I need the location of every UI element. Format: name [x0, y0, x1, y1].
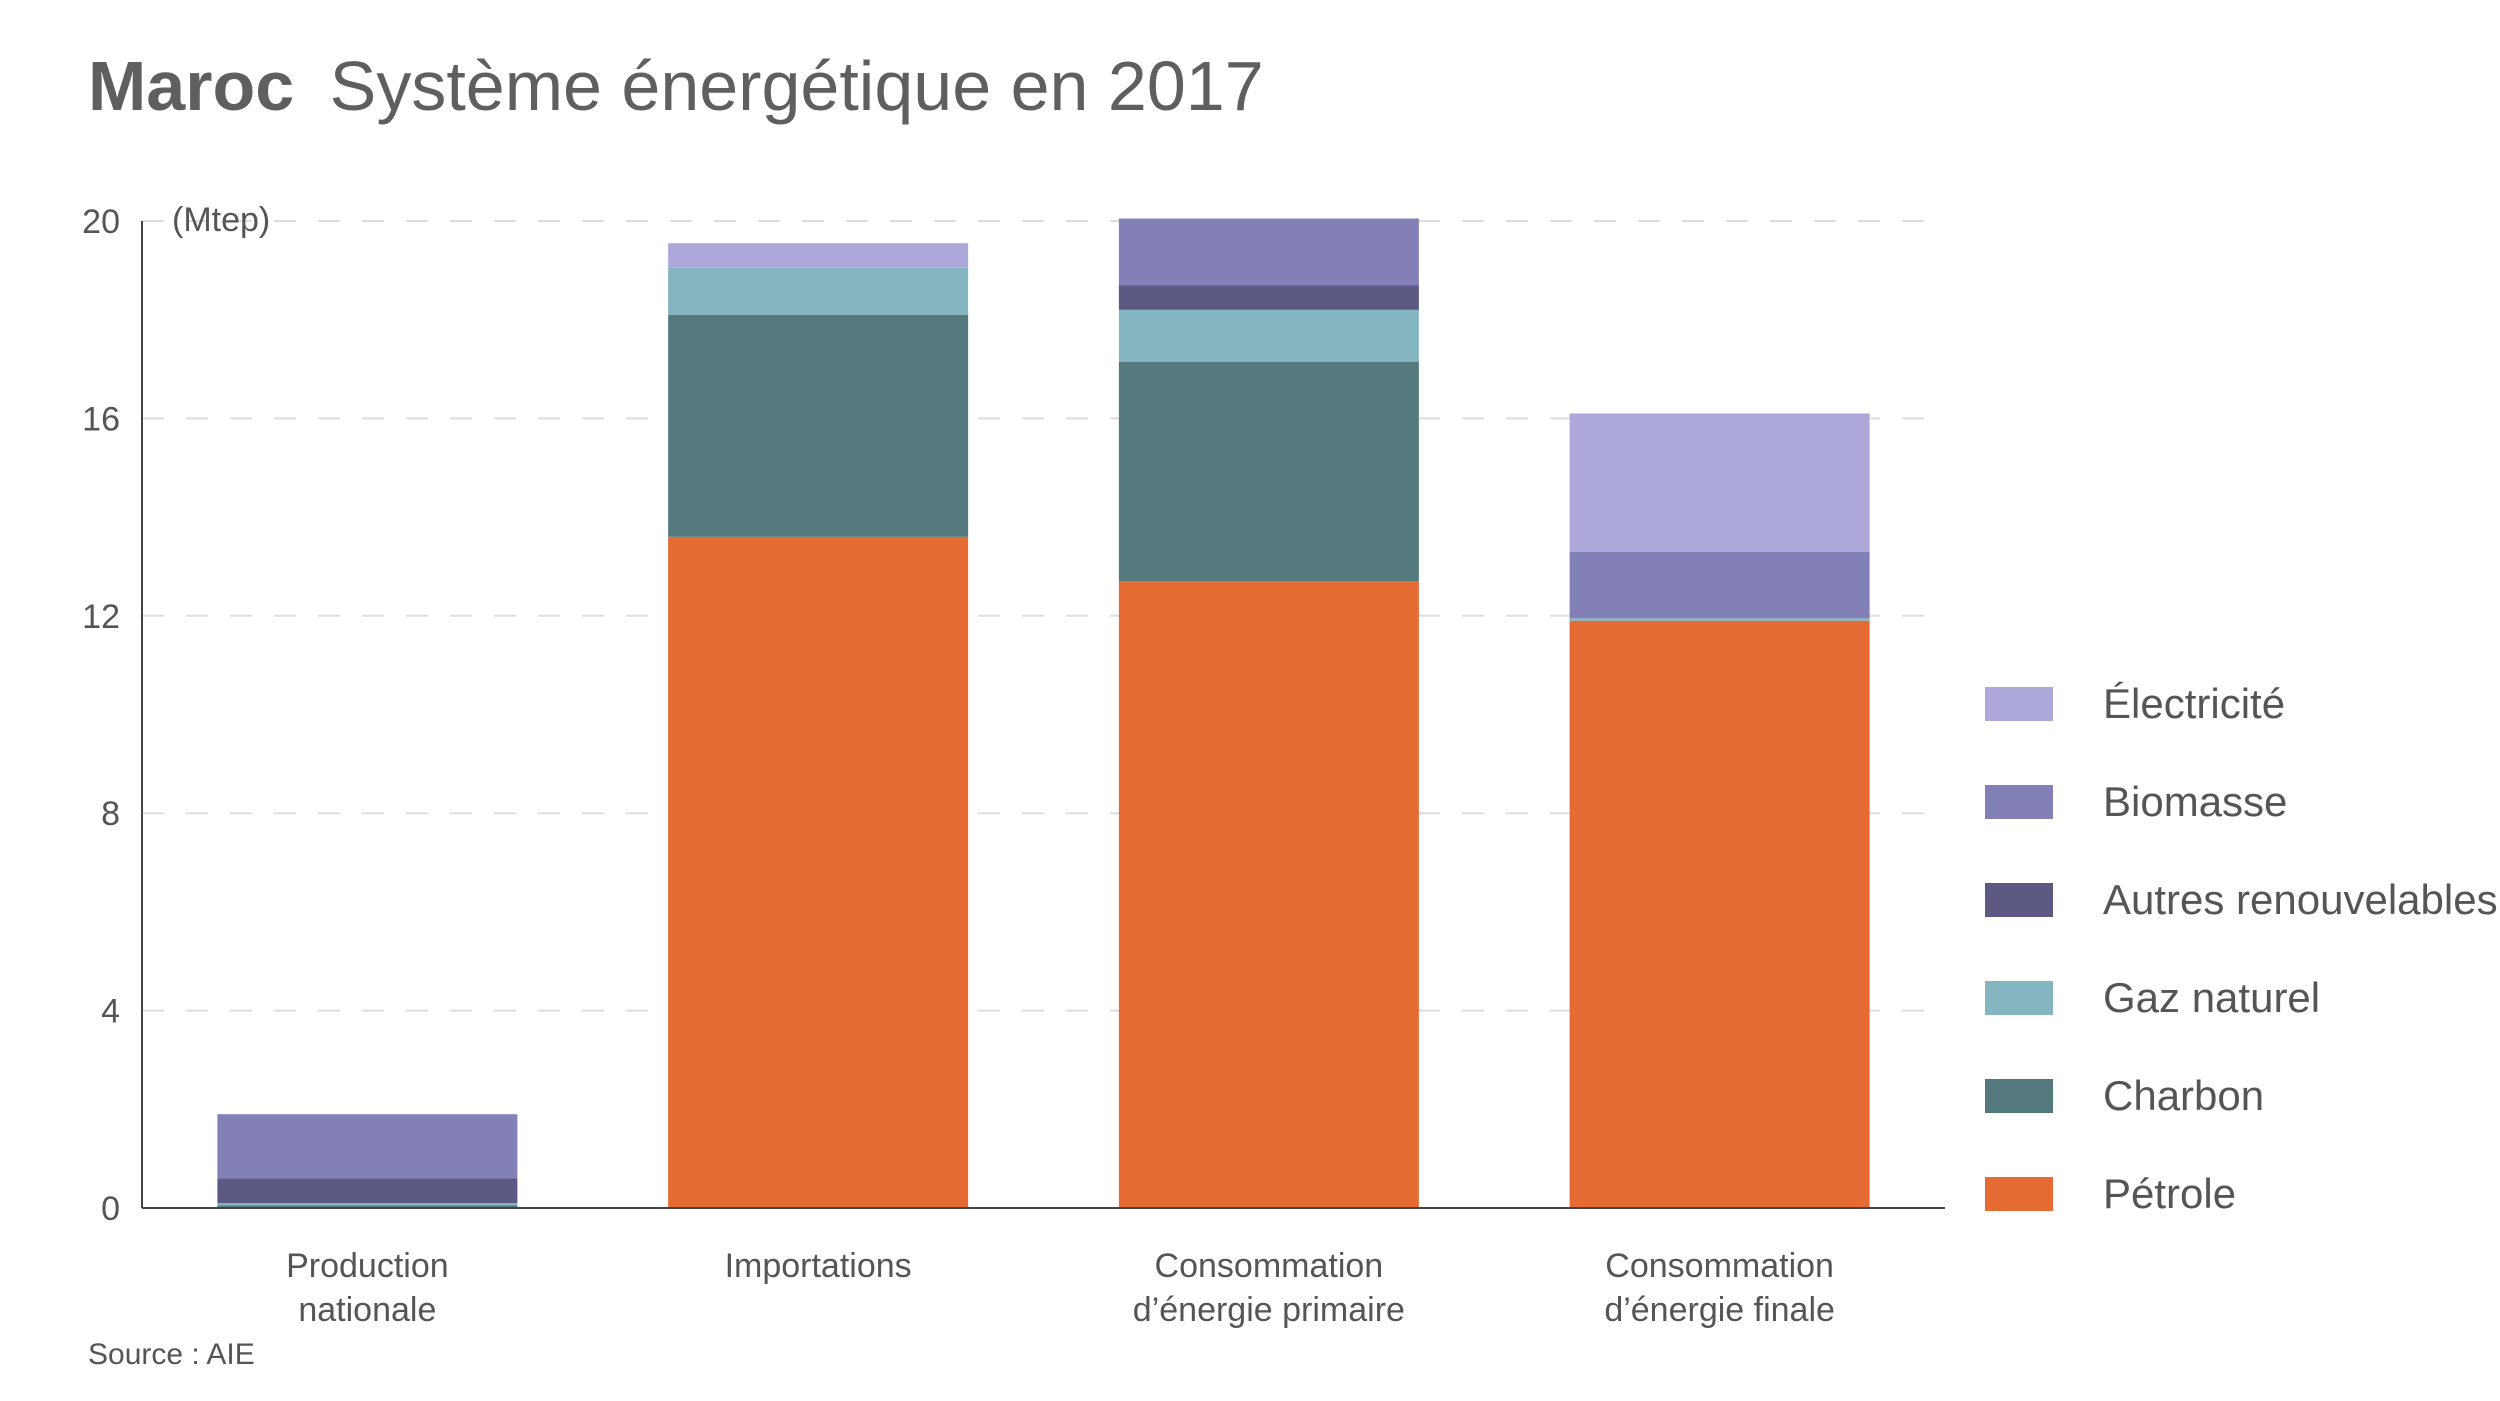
legend-swatch	[1985, 981, 2053, 1015]
chart-title-rest: Système énergétique en 2017	[330, 47, 1264, 125]
unit-label: (Mtep)	[172, 201, 270, 239]
bar-segment	[1569, 620, 1870, 1208]
bar-segment	[1118, 361, 1419, 582]
category-label: Importations	[725, 1247, 912, 1285]
legend-swatch	[1985, 1079, 2053, 1113]
y-tick-label: 16	[82, 400, 120, 438]
bar-segment	[217, 1178, 518, 1204]
y-tick-labels: 0 4 8 12 16 20	[82, 203, 120, 1228]
axes	[141, 221, 1945, 1209]
legend-swatch	[1985, 785, 2053, 819]
legend-label: Charbon	[2103, 1072, 2264, 1119]
y-tick-label: 12	[82, 598, 120, 636]
legend-label: Gaz naturel	[2103, 974, 2320, 1021]
y-tick-label: 0	[101, 1190, 120, 1228]
bar-segment	[217, 1205, 518, 1208]
bar-segment	[668, 314, 969, 537]
bar-segment	[1569, 551, 1870, 619]
legend-label: Biomasse	[2103, 778, 2287, 825]
category-label: d’énergie primaire	[1133, 1291, 1405, 1329]
legend: Électricité Biomasse Autres renouvelables G…	[1985, 680, 2498, 1217]
legend-swatch	[1985, 1177, 2053, 1211]
chart-title: Maroc Système énergétique en 2017	[88, 47, 1264, 125]
category-label: nationale	[298, 1291, 436, 1329]
legend-swatch	[1985, 883, 2053, 917]
y-tick-label: 4	[101, 993, 120, 1031]
chart-title-bold: Maroc	[88, 47, 294, 125]
bar-segment	[217, 1203, 518, 1206]
y-tick-label: 8	[101, 795, 120, 833]
bar-segment	[1118, 285, 1419, 310]
y-tick-label: 20	[82, 203, 120, 241]
bar-segment	[668, 243, 969, 268]
source-note: Source : AIE	[88, 1338, 255, 1371]
bar-segment	[217, 1114, 518, 1179]
legend-label: Pétrole	[2103, 1170, 2236, 1217]
bar-segment	[1118, 218, 1419, 286]
bar-segment	[1569, 413, 1870, 552]
legend-label: Électricité	[2103, 680, 2285, 727]
category-label: d’énergie finale	[1604, 1291, 1835, 1329]
bar-segment	[1569, 618, 1870, 621]
legend-label: Autres renouvelables	[2103, 876, 2498, 923]
bar-segment	[1118, 309, 1419, 362]
category-label: Production	[286, 1247, 449, 1285]
bar-segment	[668, 267, 969, 315]
bar-segment	[668, 536, 969, 1208]
bars	[217, 218, 1870, 1208]
category-label: Consommation	[1605, 1247, 1834, 1285]
category-labels: Production nationale Importations Consommat…	[286, 1247, 1835, 1329]
category-label: Consommation	[1155, 1247, 1384, 1285]
bar-segment	[1118, 581, 1419, 1208]
legend-swatch	[1985, 687, 2053, 721]
